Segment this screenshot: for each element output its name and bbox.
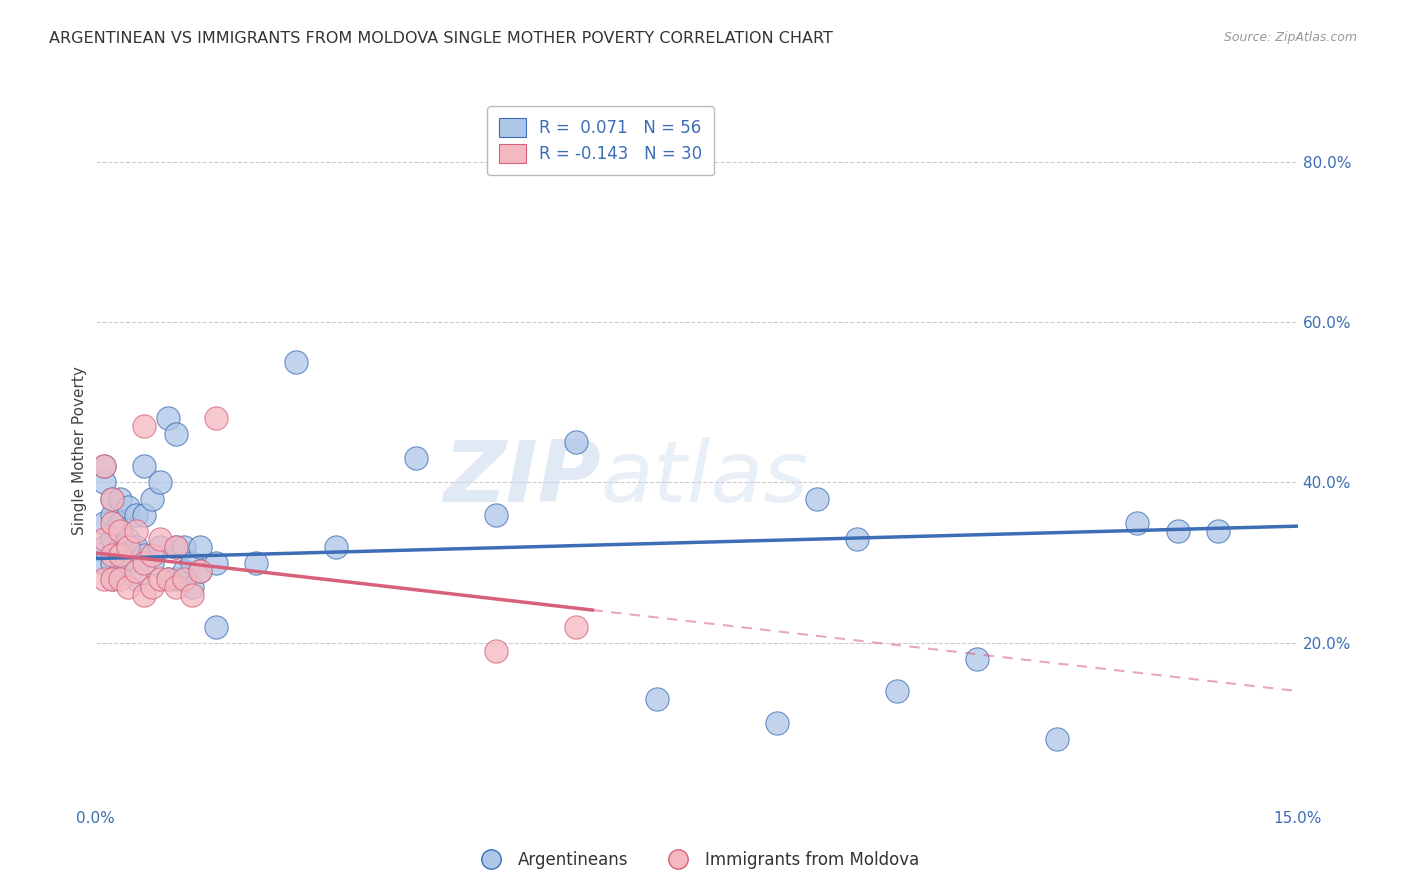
- Point: [173, 572, 195, 586]
- Point: [565, 435, 588, 450]
- Point: [188, 564, 211, 578]
- Point: [132, 548, 155, 562]
- Point: [108, 548, 131, 562]
- Point: [117, 580, 139, 594]
- Point: [156, 572, 179, 586]
- Point: [93, 459, 115, 474]
- Point: [100, 508, 122, 522]
- Point: [108, 572, 131, 586]
- Point: [100, 572, 122, 586]
- Point: [93, 459, 115, 474]
- Point: [165, 572, 187, 586]
- Point: [141, 580, 163, 594]
- Point: [141, 548, 163, 562]
- Point: [117, 532, 139, 546]
- Point: [141, 491, 163, 506]
- Point: [124, 508, 148, 522]
- Point: [132, 419, 155, 434]
- Point: [156, 411, 179, 425]
- Point: [173, 564, 195, 578]
- Point: [188, 540, 211, 554]
- Point: [100, 548, 122, 562]
- Point: [93, 532, 115, 546]
- Point: [165, 580, 187, 594]
- Point: [149, 475, 172, 490]
- Point: [165, 540, 187, 554]
- Point: [93, 572, 115, 586]
- Point: [141, 556, 163, 570]
- Point: [245, 556, 267, 570]
- Point: [205, 411, 228, 425]
- Text: atlas: atlas: [600, 437, 808, 520]
- Point: [165, 427, 187, 442]
- Point: [173, 540, 195, 554]
- Point: [132, 508, 155, 522]
- Point: [156, 572, 179, 586]
- Point: [149, 540, 172, 554]
- Point: [1046, 731, 1069, 746]
- Point: [100, 556, 122, 570]
- Legend: Argentineans, Immigrants from Moldova: Argentineans, Immigrants from Moldova: [468, 844, 925, 876]
- Point: [132, 459, 155, 474]
- Point: [284, 355, 308, 369]
- Point: [485, 643, 508, 657]
- Point: [180, 588, 202, 602]
- Point: [806, 491, 828, 506]
- Point: [117, 500, 139, 514]
- Point: [108, 540, 131, 554]
- Point: [108, 564, 131, 578]
- Point: [1206, 524, 1229, 538]
- Point: [966, 651, 988, 665]
- Point: [132, 556, 155, 570]
- Point: [846, 532, 869, 546]
- Point: [180, 580, 202, 594]
- Point: [108, 516, 131, 530]
- Point: [100, 516, 122, 530]
- Point: [405, 451, 427, 466]
- Point: [205, 620, 228, 634]
- Point: [1167, 524, 1189, 538]
- Point: [149, 572, 172, 586]
- Point: [117, 540, 139, 554]
- Point: [886, 683, 908, 698]
- Point: [180, 556, 202, 570]
- Point: [93, 556, 115, 570]
- Point: [100, 491, 122, 506]
- Point: [93, 540, 115, 554]
- Point: [645, 691, 668, 706]
- Y-axis label: Single Mother Poverty: Single Mother Poverty: [72, 366, 87, 535]
- Text: ZIP: ZIP: [443, 437, 600, 520]
- Point: [165, 540, 187, 554]
- Point: [205, 556, 228, 570]
- Point: [188, 564, 211, 578]
- Point: [766, 715, 789, 730]
- Point: [93, 516, 115, 530]
- Point: [108, 524, 131, 538]
- Text: Source: ZipAtlas.com: Source: ZipAtlas.com: [1223, 31, 1357, 45]
- Point: [124, 524, 148, 538]
- Point: [132, 588, 155, 602]
- Point: [117, 556, 139, 570]
- Point: [565, 620, 588, 634]
- Point: [1126, 516, 1149, 530]
- Point: [100, 572, 122, 586]
- Point: [325, 540, 347, 554]
- Point: [93, 475, 115, 490]
- Point: [485, 508, 508, 522]
- Point: [100, 532, 122, 546]
- Point: [124, 564, 148, 578]
- Text: ARGENTINEAN VS IMMIGRANTS FROM MOLDOVA SINGLE MOTHER POVERTY CORRELATION CHART: ARGENTINEAN VS IMMIGRANTS FROM MOLDOVA S…: [49, 31, 834, 46]
- Point: [100, 491, 122, 506]
- Point: [124, 540, 148, 554]
- Point: [108, 491, 131, 506]
- Point: [149, 532, 172, 546]
- Point: [124, 572, 148, 586]
